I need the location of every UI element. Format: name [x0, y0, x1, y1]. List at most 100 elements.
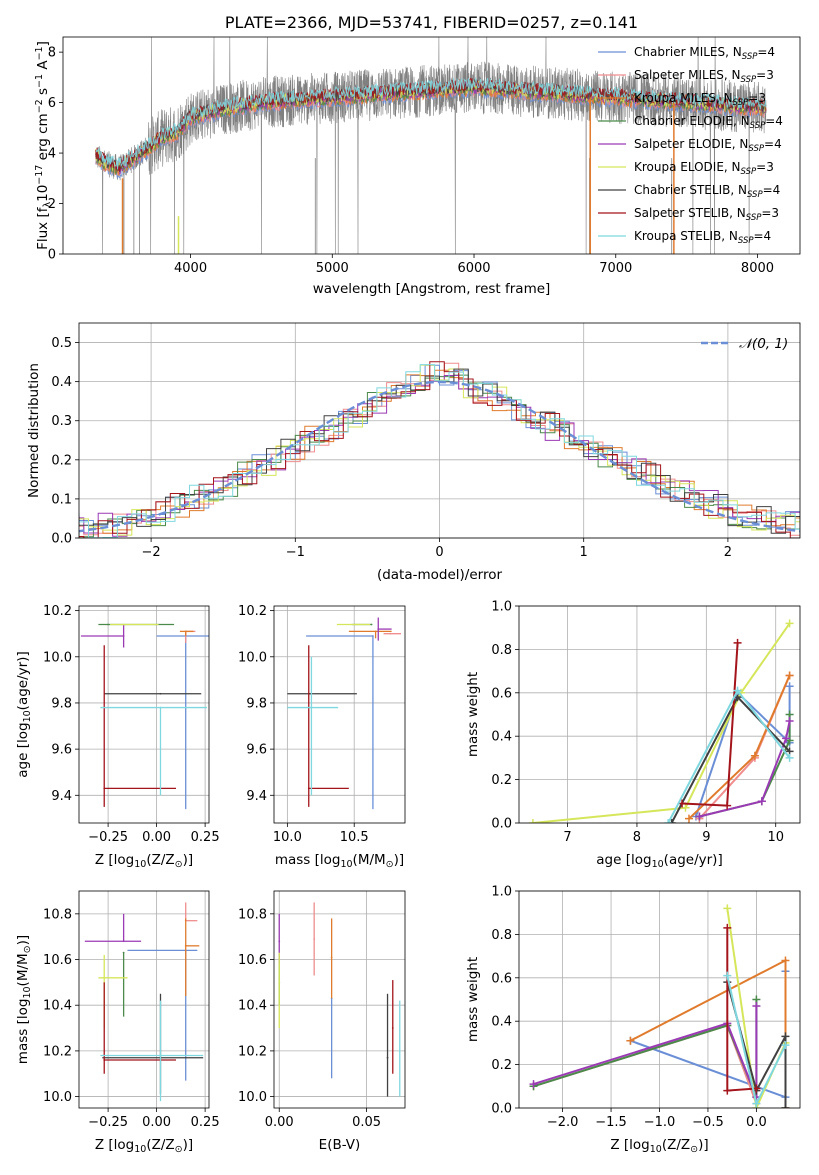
legend-label: Chabrier MILES, NSSP=4 [634, 45, 775, 62]
legend-label-part: Salpeter MILES, N [634, 68, 741, 82]
x-axis-label-part: E(B-V) [319, 1137, 361, 1153]
legend-label-part: =3 [748, 91, 766, 105]
y-tick-label: 10.0 [238, 650, 267, 665]
y-axis-label: age [log10(age/yr)] [15, 651, 33, 777]
x-tick-label: −1.5 [595, 1115, 627, 1130]
legend-label-part: =4 [757, 45, 775, 59]
x-tick-label: −1.0 [644, 1115, 676, 1130]
y-axis-label-part: age [log [15, 722, 31, 777]
plus-marker [781, 1041, 790, 1050]
y-tick-label: 0.6 [491, 971, 512, 986]
plus-marker [684, 814, 693, 823]
legend-label-part: SSP [742, 52, 758, 62]
data-point [355, 623, 358, 626]
legend-label: Chabrier STELIB, NSSP=4 [634, 183, 780, 200]
y-axis-label-part: (M/M [15, 953, 31, 986]
x-axis-label-part: ⊙ [690, 1144, 698, 1155]
y-tick-label: 0.2 [491, 773, 512, 788]
data-point [107, 623, 110, 626]
data-point [122, 951, 125, 954]
y-tick-label: 10.0 [238, 1090, 267, 1105]
x-axis-label-part: age [log [596, 852, 651, 868]
x-tick-label: 8000 [741, 261, 774, 276]
y-tick-label: 0.6 [491, 686, 512, 701]
y-tick-label: 4 [48, 147, 56, 162]
plus-marker [733, 638, 742, 647]
x-axis-label-part: 10 [340, 859, 352, 870]
y-tick-label: 10.0 [43, 650, 72, 665]
x-axis-label-part: )] [394, 852, 405, 868]
x-tick-label: −0.25 [88, 830, 128, 845]
plus-marker [695, 812, 704, 821]
x-axis-label: E(B-V) [319, 1137, 361, 1153]
x-tick-label: 6000 [457, 261, 490, 276]
legend-label: Chabrier ELODIE, NSSP=4 [634, 114, 783, 131]
data-point [184, 630, 187, 633]
y-axis-label: mass weight [465, 957, 481, 1042]
x-axis-label: mass [log10(M/M⊙)] [275, 852, 404, 870]
y-tick-label: 9.4 [246, 789, 267, 804]
x-tick-label: 10 [767, 830, 784, 845]
x-axis-label-part: Z [log [95, 1137, 134, 1153]
plus-marker [667, 819, 676, 823]
plus-marker [781, 956, 790, 965]
y-tick-label: 2 [48, 197, 56, 212]
plus-marker [664, 819, 673, 823]
y-tick-label: 10.2 [238, 604, 267, 619]
y-axis-label: Flux [fλ10−17 erg cm−2 s−1 A−1] [34, 41, 53, 250]
y-tick-label: 10.0 [43, 1090, 72, 1105]
data-point [122, 623, 125, 626]
y-tick-label: 0.3 [51, 414, 72, 429]
points [287, 617, 401, 810]
x-tick-label: −0.5 [692, 1115, 724, 1130]
x-tick-label: 0.25 [191, 830, 220, 845]
legend-label-part: Chabrier ELODIE, N [634, 114, 750, 128]
y-tick-label: 0.2 [491, 1058, 512, 1073]
y-tick-label: 10.8 [238, 907, 267, 922]
y-tick-label: 0 [48, 248, 56, 263]
y-tick-label: 0.0 [491, 817, 512, 832]
x-tick-label: 7 [563, 830, 571, 845]
plus-marker [785, 717, 794, 726]
axes-frame [78, 605, 210, 824]
data-point [313, 938, 316, 940]
plus-marker [781, 1104, 790, 1108]
legend-label-part: Kroupa STELIB, N [634, 229, 738, 243]
data-point [278, 981, 281, 984]
data-point [377, 628, 380, 630]
x-tick-label: 7000 [599, 261, 632, 276]
histogram-series [79, 369, 800, 538]
legend-label: 𝒩(0, 1) [739, 336, 788, 352]
lines [529, 904, 790, 1108]
legend-label-part: =4 [765, 114, 783, 128]
plus-marker [681, 803, 690, 812]
data-point [122, 940, 125, 943]
y-label-part: A [35, 60, 51, 74]
data-point [103, 976, 106, 979]
data-point [372, 635, 374, 637]
axes-frame [518, 605, 801, 824]
legend-label-part: Chabrier MILES, N [634, 45, 742, 59]
y-tick-label: 6 [48, 96, 56, 111]
y-tick-label: 10.2 [43, 1044, 72, 1059]
data-point [103, 1059, 106, 1061]
plus-marker [723, 971, 732, 980]
plus-marker [752, 1099, 761, 1108]
x-tick-label: 4000 [174, 261, 207, 276]
y-tick-label: 0.4 [491, 730, 512, 745]
histogram-series [79, 361, 800, 538]
y-tick-label: 0.4 [491, 1015, 512, 1030]
x-tick-label: 0.25 [191, 1115, 220, 1130]
legend-label: Kroupa STELIB, NSSP=4 [634, 229, 771, 246]
plus-marker [781, 1032, 790, 1041]
plus-marker [785, 671, 794, 680]
x-tick-label: 0.00 [142, 830, 171, 845]
data-point [330, 956, 333, 959]
y-tick-label: 0.0 [51, 532, 72, 547]
x-tick-label: 0 [435, 545, 443, 560]
legend-label-part: SSP [738, 236, 754, 246]
y-axis-label-part: mass [log [15, 999, 31, 1065]
x-tick-label: 10.0 [273, 830, 302, 845]
data-point [122, 635, 125, 637]
x-axis-label-part: mass [log [275, 852, 341, 868]
